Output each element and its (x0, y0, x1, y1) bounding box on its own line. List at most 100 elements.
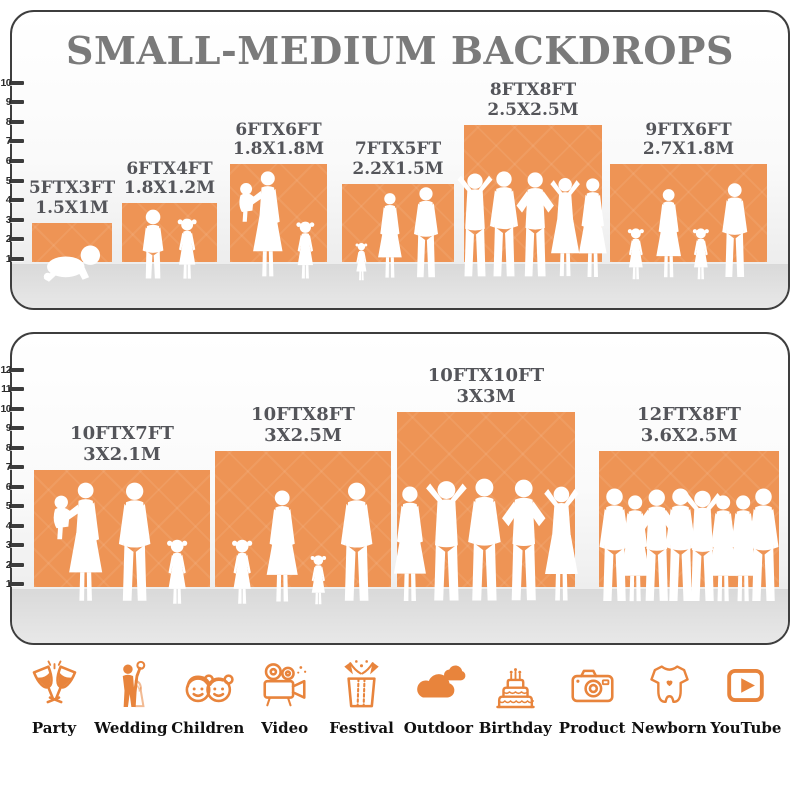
ruler-tick (9, 198, 24, 203)
size-label-feet: 6FTX6FT (235, 119, 322, 140)
category-festival: Festival (328, 658, 396, 737)
backdrop-size-label: 10FTX10FT 3X3M (352, 365, 620, 408)
icon-label-outdoor: Outdoor (403, 719, 474, 737)
size-label-meters: 1.8X1.2M (123, 178, 216, 199)
ruler-number: 11 (1, 383, 12, 395)
silhouette-woman-carry (237, 170, 289, 282)
ruler-tick (9, 504, 24, 508)
ruler-number: 10 (0, 402, 12, 415)
category-newborn: Newborn (631, 658, 707, 737)
ruler-number: 12 (0, 363, 12, 376)
backdrop-10ftx7ft: 10FTX7FT 3X2.1M (34, 423, 210, 587)
icon-label-product: Product (558, 719, 626, 737)
silhouette-man (111, 481, 158, 607)
ruler-number: 3 (5, 213, 12, 226)
ruler-tick (9, 582, 24, 586)
people-silhouettes (594, 182, 783, 282)
size-label-meters: 2.7X1.8M (642, 139, 735, 160)
size-label-feet: 10FTX8FT (251, 403, 355, 425)
backdrop-size-label: 7FTX5FT 2.2X1.5M (297, 139, 499, 179)
backdrop-10ftx10ft: 10FTX10FT 3X3M (397, 365, 575, 588)
silhouette-woman (373, 192, 407, 282)
category-wedding: Wedding (94, 658, 168, 737)
icon-label-birthday: Birthday (478, 719, 552, 737)
party-icon (27, 658, 82, 713)
ruler-number: 1 (5, 253, 12, 265)
size-label-feet: 6FTX4FT (126, 158, 213, 179)
ruler-number: 9 (5, 96, 12, 109)
backdrop-size-label: 10FTX8FT 3X2.5M (170, 403, 436, 447)
backdrop-12ftx8ft: 12FTX8FT 3.6X2.5M (599, 404, 779, 588)
backdrop-size-label: 8FTX8FT 2.5X2.5M (419, 81, 647, 120)
silhouette-man (408, 186, 444, 282)
silhouette-man (716, 182, 754, 282)
category-party: Party (20, 658, 88, 737)
floor (12, 264, 788, 308)
backdrop-size-label: 12FTX8FT 3.6X2.5M (554, 404, 788, 447)
video-icon (257, 658, 312, 713)
people-silhouettes (199, 481, 407, 607)
ruler-tick (9, 257, 24, 261)
backdrop-7ftx5ft: 7FTX5FT 2.2X1.5M (342, 139, 454, 262)
ruler-tick (9, 178, 24, 183)
silhouette-toddler (306, 554, 331, 607)
size-label-meters: 3X3M (456, 385, 516, 407)
size-label-feet: 9FTX6FT (645, 119, 732, 140)
people-silhouettes (214, 170, 343, 282)
silhouette-toddler (352, 242, 371, 282)
category-icons-row: Party Wedding Children Video Festival Outdoor… (0, 658, 800, 737)
category-outdoor: Outdoor (403, 658, 474, 737)
icon-label-festival: Festival (329, 719, 394, 737)
category-birthday: Birthday (478, 658, 552, 737)
festival-icon (334, 658, 389, 713)
people-silhouettes (381, 477, 591, 607)
ruler-number: 5 (5, 174, 12, 187)
ruler-tick (9, 406, 24, 411)
ruler-number: 10 (0, 76, 12, 89)
birthday-icon (488, 658, 543, 713)
backdrop-size-label: 10FTX7FT 3X2.1M (12, 423, 255, 466)
size-label-meters: 3X2.1M (83, 444, 161, 466)
size-label-feet: 8FTX8FT (489, 80, 577, 101)
ruler-number: 8 (5, 441, 12, 454)
ruler-tick (9, 139, 24, 144)
silhouette-woman-up (538, 482, 585, 607)
icon-label-party: Party (31, 719, 77, 737)
size-label-meters: 2.5X2.5M (487, 100, 579, 121)
category-youtube: YouTube (710, 658, 782, 737)
silhouette-man (333, 481, 380, 607)
silhouette-woman-carry (51, 481, 109, 607)
size-label-feet: 5FTX3FT (28, 178, 116, 199)
silhouette-girl (623, 227, 649, 282)
ruler-number: 7 (5, 135, 12, 148)
ruler-tick (9, 119, 24, 124)
youtube-icon (718, 658, 773, 713)
ruler-tick (9, 80, 24, 85)
ruler-tick (9, 465, 24, 469)
ruler-tick (9, 237, 24, 242)
icon-label-newborn: Newborn (631, 719, 707, 737)
panel-background: SMALL-MEDIUM BACKDROPS 5FTX3FT 1.5X1M 6FTX4… (10, 10, 790, 310)
people-silhouettes (448, 170, 618, 282)
icon-label-children: Children (171, 719, 245, 737)
icon-label-youtube: YouTube (710, 719, 782, 737)
backdrop-size-label: 5FTX3FT 1.5X1M (12, 178, 157, 218)
backdrop-size-label: 6FTX6FT 1.8X1.8M (185, 119, 372, 160)
ruler-number: 2 (5, 558, 12, 571)
page-title: SMALL-MEDIUM BACKDROPS (66, 28, 734, 73)
backdrop-size-label: 9FTX6FT 2.7X1.8M (565, 119, 788, 160)
product-icon (565, 658, 620, 713)
backdrop-5ftx3ft: 5FTX3FT 1.5X1M (29, 179, 115, 262)
backdrop-9ftx6ft: 9FTX6FT 2.7X1.8M (610, 120, 767, 262)
ruler-number: 8 (5, 115, 12, 128)
ruler-number: 1 (5, 578, 12, 590)
people-silhouettes (18, 481, 226, 607)
ruler-tick (9, 426, 24, 430)
ruler-tick (9, 217, 24, 222)
size-label-meters: 1.8X1.8M (232, 139, 325, 160)
ruler-tick (9, 445, 24, 450)
icon-label-video: Video (261, 719, 309, 737)
icon-label-wedding: Wedding (94, 719, 168, 737)
category-video: Video (251, 658, 319, 737)
